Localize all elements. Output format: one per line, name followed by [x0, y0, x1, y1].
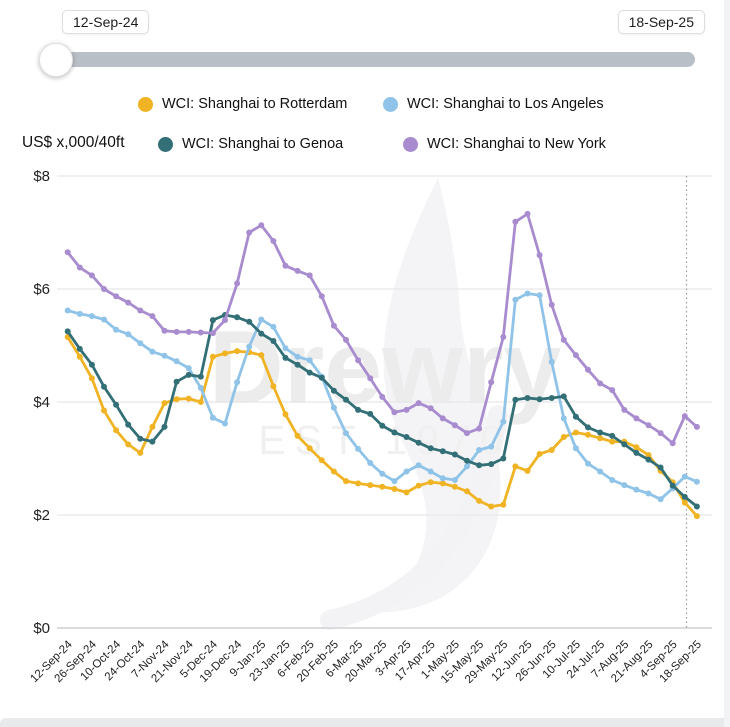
series-1	[64, 290, 700, 503]
genoa-series-marker	[158, 136, 173, 152]
series-2	[64, 312, 700, 510]
los-angeles-series-marker	[383, 96, 398, 112]
page-right-edge	[724, 0, 730, 727]
bottom-divider-bar	[0, 718, 730, 727]
legend-label: WCI: Shanghai to Los Angeles	[407, 96, 604, 112]
slider-start-date[interactable]: 12-Sep-24	[62, 10, 150, 34]
legend-item-genoa[interactable]: WCI: Shanghai to Genoa	[158, 136, 343, 152]
svg-text:$6: $6	[33, 281, 50, 298]
legend-label: WCI: Shanghai to Rotterdam	[162, 96, 348, 112]
rotterdam-series-marker	[138, 96, 153, 112]
svg-text:$4: $4	[33, 394, 50, 411]
legend-item-new-york[interactable]: WCI: Shanghai to New York	[403, 136, 606, 152]
date-range-slider-track[interactable]	[65, 52, 695, 67]
slider-end-date[interactable]: 18-Sep-25	[617, 10, 705, 34]
x-axis-labels: 12-Sep-2426-Sep-2410-Oct-2424-Oct-247-No…	[28, 638, 704, 686]
new-york-series-marker	[403, 136, 418, 152]
legend-item-los-angeles[interactable]: WCI: Shanghai to Los Angeles	[383, 96, 604, 112]
legend-label: WCI: Shanghai to New York	[427, 136, 606, 152]
y-gridlines: $0 $2 $4 $6 $8	[33, 168, 712, 637]
y-axis-unit-label: US$ x,000/40ft	[22, 134, 125, 151]
svg-text:$2: $2	[33, 507, 50, 524]
legend-item-rotterdam[interactable]: WCI: Shanghai to Rotterdam	[138, 96, 347, 112]
date-range-slider-handle[interactable]	[39, 43, 73, 77]
series-3	[64, 210, 700, 447]
legend-label: WCI: Shanghai to Genoa	[182, 136, 344, 152]
svg-text:$0: $0	[33, 620, 50, 637]
svg-text:$8: $8	[33, 168, 50, 185]
